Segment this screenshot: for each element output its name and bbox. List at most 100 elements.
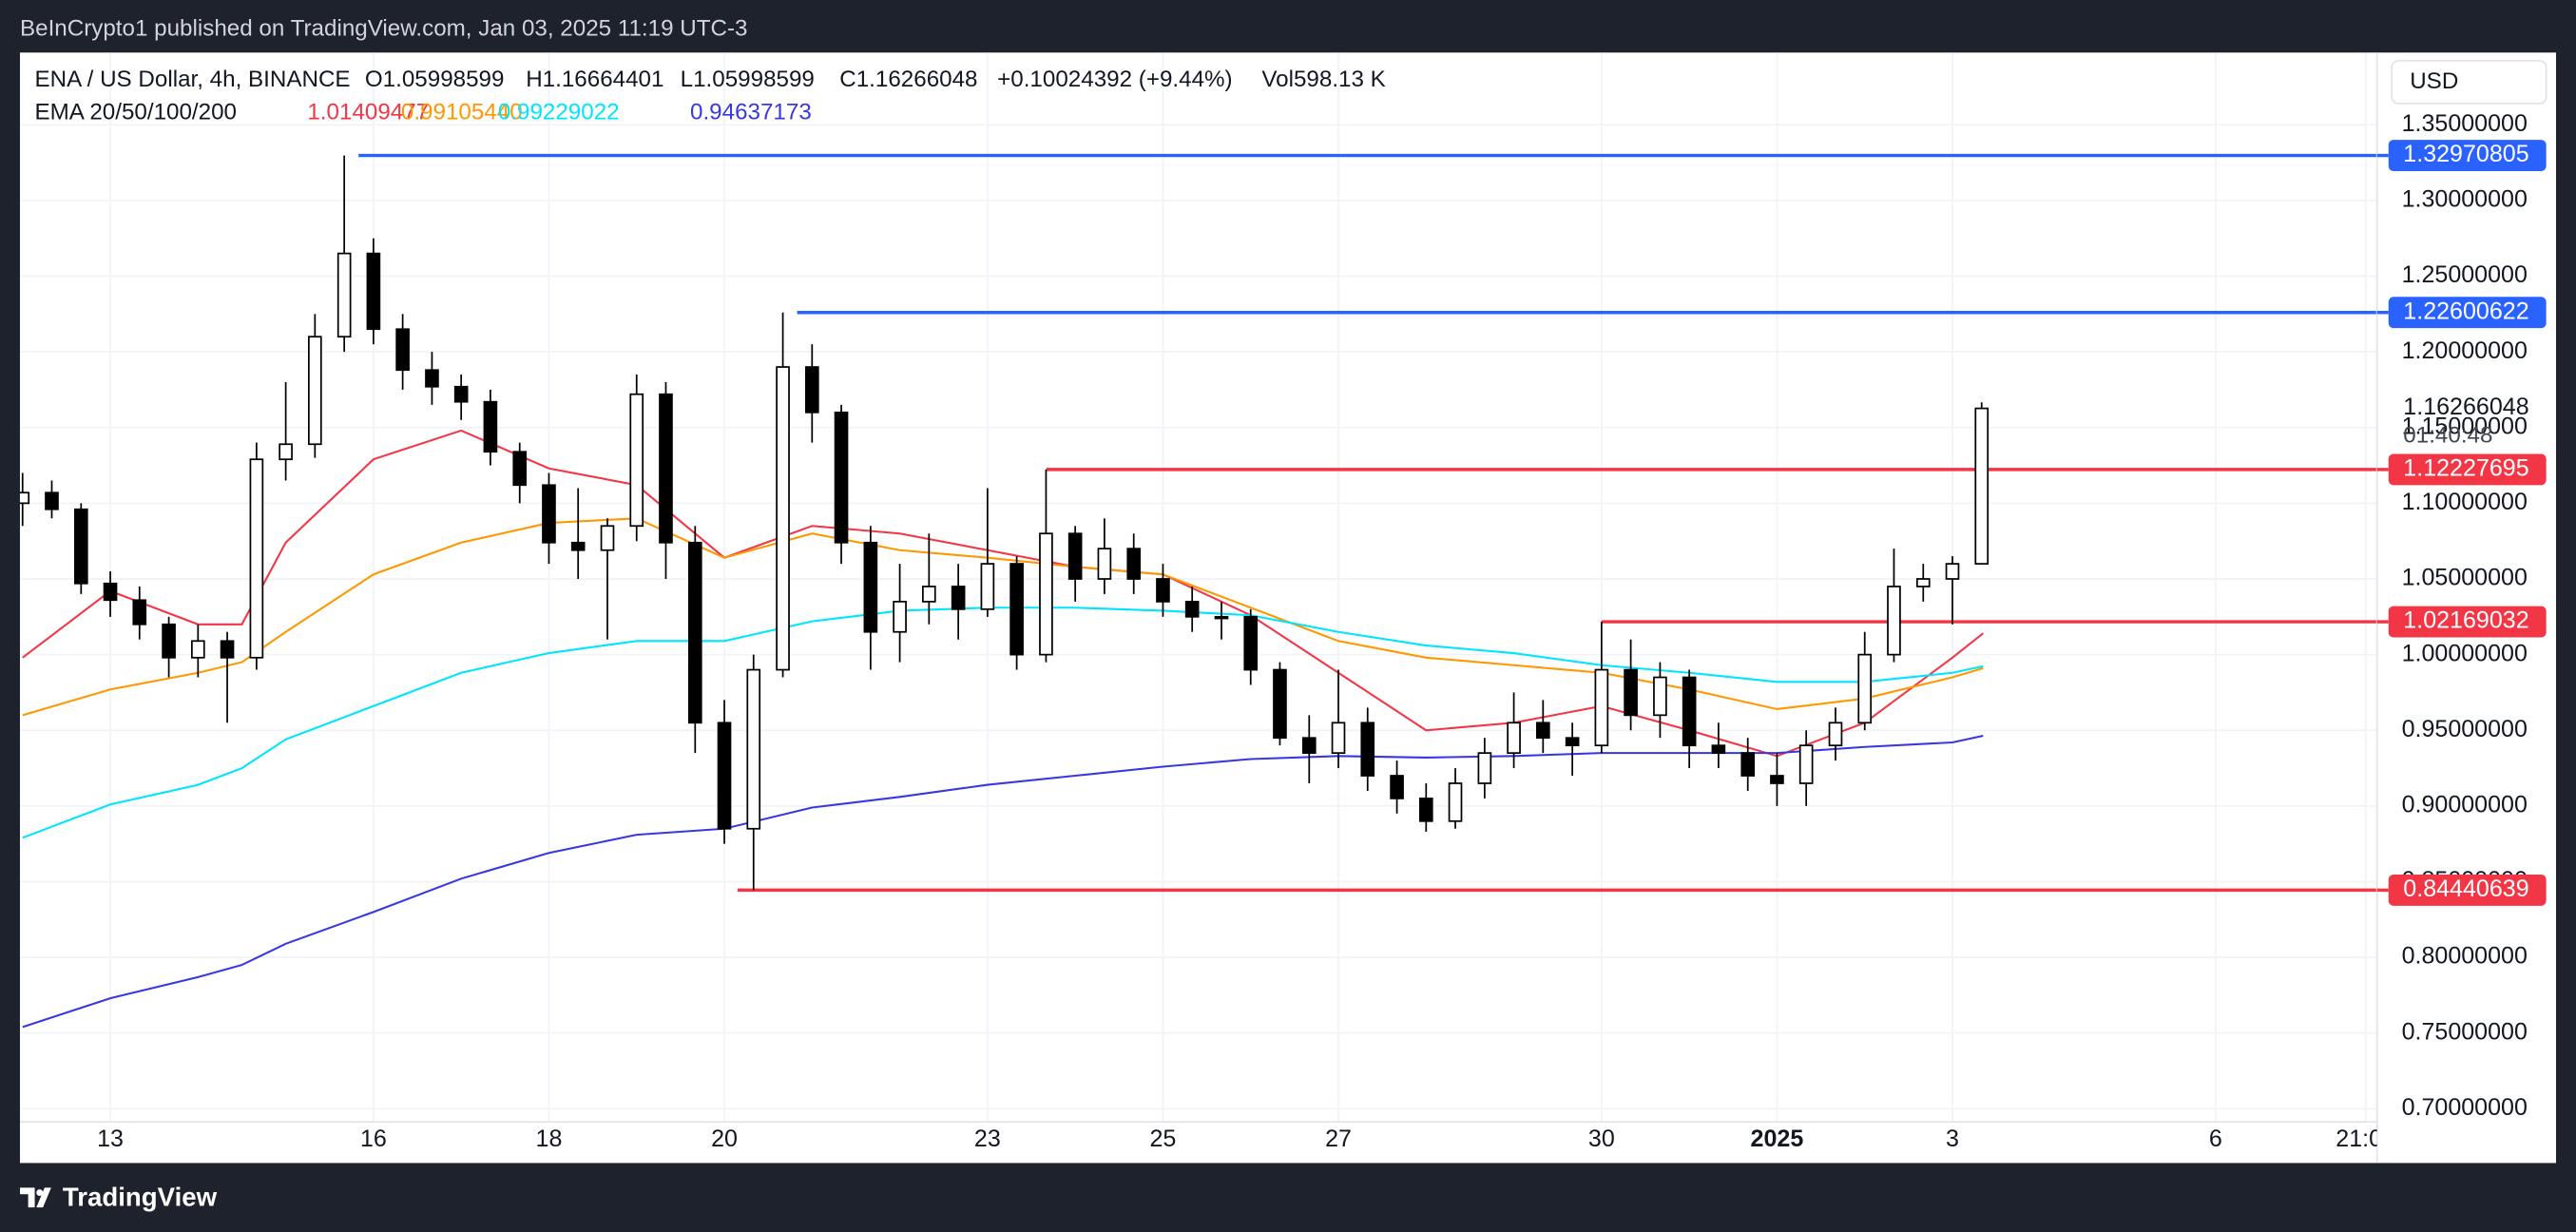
candle-body [1009, 563, 1024, 656]
candle-body [1448, 782, 1463, 822]
candle-body [45, 491, 59, 510]
candle-body [1418, 798, 1433, 822]
x-tick-label: 18 [536, 1126, 563, 1152]
logo-dot [36, 1189, 44, 1196]
candle-body [336, 252, 352, 338]
candle-body [73, 508, 88, 585]
candle-body [1301, 737, 1317, 755]
candle-body [1974, 407, 1990, 565]
candle-body [863, 541, 878, 633]
level-label: 0.84440639 [2403, 876, 2528, 902]
candle-body [162, 623, 176, 659]
y-tick-label: 1.00000000 [2402, 640, 2528, 666]
candle-body [746, 668, 761, 830]
ohlc-value: H1.16664401 [526, 67, 663, 92]
candle-body [1507, 722, 1521, 755]
candle-body [570, 541, 586, 551]
candle-body [483, 400, 498, 453]
candle-body [366, 252, 381, 331]
level-label: 1.32970805 [2403, 141, 2528, 167]
ohlc-value: L1.05998599 [681, 67, 815, 92]
level-label-box [2388, 140, 2547, 171]
x-tick-label: 30 [1588, 1126, 1615, 1152]
y-tick-label: 0.90000000 [2402, 791, 2528, 818]
candle-body [1857, 653, 1873, 724]
y-tick-label: 1.10000000 [2402, 489, 2528, 515]
legend: O1.05998599 H1.16664401 L1.05998599 C1.1626… [307, 67, 1385, 125]
plot [19, 153, 2377, 1029]
candle-body [1770, 775, 1784, 784]
level-label: 1.22600622 [2403, 298, 2528, 324]
candle-body [1828, 722, 1843, 747]
x-tick-label: 27 [1325, 1126, 1352, 1152]
x-tick-label: 23 [974, 1126, 1001, 1152]
y-tick-label: 0.80000000 [2402, 943, 2528, 970]
candle-body [893, 601, 907, 633]
indicator-label: EMA 20/50/100/200 [35, 100, 237, 125]
level-label-box [2388, 297, 2547, 329]
candle-body [980, 563, 995, 610]
y-tick-label: 1.15000000 [2402, 413, 2528, 439]
candle-body [1740, 752, 1756, 777]
ema-value: 0.99105440 [401, 100, 523, 125]
candle-body [1273, 668, 1287, 740]
candle-body [395, 328, 410, 372]
ohlc-value: +0.10024392 (+9.44%) [997, 67, 1232, 92]
currency[interactable]: USD [2410, 68, 2458, 94]
candle-body [542, 484, 556, 544]
x-tick-label: 13 [97, 1126, 124, 1152]
candle-body [1477, 752, 1492, 784]
axes: 0.700000000.750000000.800000000.85000000… [2376, 110, 2547, 1121]
candle-body [132, 599, 147, 626]
y-tick-label: 0.70000000 [2402, 1094, 2528, 1121]
candle-body [951, 586, 966, 610]
ohlc-value: C1.16266048 [839, 67, 977, 92]
candle-body [220, 640, 235, 659]
level-label: 1.02169032 [2403, 607, 2528, 634]
candle-body [1565, 737, 1580, 747]
x-tick-label: 6 [2209, 1126, 2222, 1152]
time-axis: 13 16 18 20 23 25 27 30 2025 3 6 21:00 [97, 1126, 2395, 1152]
candle-body [103, 582, 118, 602]
candle-body [717, 722, 732, 830]
level-label: 1.12227695 [2403, 455, 2528, 482]
chart-area [19, 52, 2557, 1164]
candle-body [629, 393, 644, 528]
currency-box[interactable] [2391, 60, 2547, 105]
candle-body [1243, 615, 1259, 671]
y-tick-label: 1.30000000 [2402, 186, 2528, 213]
candle-body [512, 451, 528, 487]
publisher-line: BeInCrypto1 published on TradingView.com… [20, 15, 748, 41]
ema-value: 0.99229022 [498, 100, 620, 125]
y-tick-label: 0.75000000 [2402, 1018, 2528, 1045]
x-tick-label: 2025 [1751, 1126, 1804, 1152]
candle-body [249, 458, 264, 659]
candle-body [1360, 722, 1375, 777]
candle-body [1039, 532, 1053, 656]
candle-body [1945, 563, 1960, 580]
ohlc-value: O1.05998599 [365, 67, 505, 92]
brand-logo [19, 1187, 51, 1208]
x-tick-label: 20 [711, 1126, 738, 1152]
candle-body [1067, 532, 1083, 580]
last-price: 1.16266048 [2403, 394, 2528, 420]
x-tick-label: 3 [1946, 1126, 1959, 1152]
candle-body [1594, 668, 1609, 747]
x-tick-label: 25 [1150, 1126, 1177, 1152]
candle-body [687, 541, 702, 724]
candle-body [425, 369, 439, 388]
candle-body [279, 443, 293, 461]
candle-body [1915, 578, 1931, 587]
candle-body [308, 336, 322, 446]
candle-body [1798, 744, 1814, 784]
x-tick-label: 21:00 [2336, 1126, 2395, 1152]
candle-body [1126, 548, 1142, 580]
level-label-box [2388, 453, 2547, 486]
y-tick-label: 1.05000000 [2402, 565, 2528, 591]
y-tick-label: 0.95000000 [2402, 716, 2528, 742]
candle-body [659, 393, 673, 544]
y-tick-label: 1.25000000 [2402, 261, 2528, 288]
candle-body [1214, 615, 1229, 620]
